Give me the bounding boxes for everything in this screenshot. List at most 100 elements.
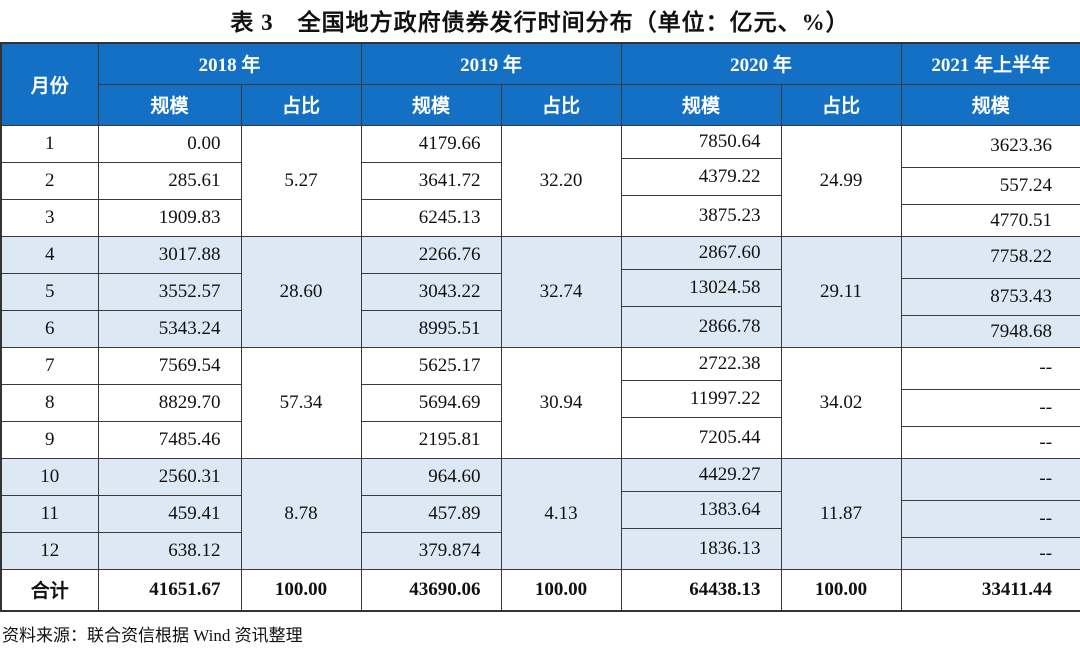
- table-title: 表 3 全国地方政府债券发行时间分布（单位：亿元、%）: [230, 10, 850, 35]
- total-share-2019: 100.00: [500, 568, 622, 612]
- table-header: 月份 2018 年 2019 年 2020 年 2021 年上半年 规模 占比 …: [0, 42, 1080, 126]
- table-row: 12 638.12 379.874: [0, 531, 1080, 570]
- scale-2021-cell: --: [1039, 396, 1053, 418]
- cell-divider: [622, 268, 781, 270]
- scale-2018-cell: 285.61: [97, 161, 242, 200]
- table-row: 10 2560.31 8.78 964.60 4.13 4429.27 1383…: [0, 457, 1080, 570]
- share-2019-cell: 4.13: [500, 457, 622, 570]
- share-2019-cell: 32.20: [500, 124, 622, 237]
- scale-2021-cell: --: [1039, 468, 1053, 489]
- total-share-2018: 100.00: [240, 568, 362, 612]
- scale-2021-stack: -- -- --: [900, 457, 1080, 570]
- scale-2018-cell: 0.00: [97, 124, 242, 163]
- total-scale-2021: 33411.44: [900, 568, 1080, 612]
- scale-2018-cell: 2560.31: [97, 457, 242, 496]
- scale-2018-cell: 5343.24: [97, 309, 242, 348]
- header-share-2018: 占比: [240, 83, 362, 126]
- scale-2019-cell: 457.89: [360, 494, 502, 533]
- cell-divider: [622, 194, 781, 196]
- month-cell: 10: [0, 457, 99, 496]
- table-row: 3 1909.83 6245.13: [0, 198, 1080, 237]
- month-cell: 9: [0, 420, 99, 459]
- scale-2021-cell: --: [1039, 507, 1053, 529]
- source-note: 资料来源：联合资信根据 Wind 资讯整理: [2, 626, 303, 645]
- cell-divider: [902, 166, 1080, 168]
- cell-divider: [902, 277, 1080, 279]
- scale-2021-cell: 7758.22: [990, 246, 1053, 267]
- cell-divider: [902, 388, 1080, 390]
- scale-2021-stack: 3623.36 557.24 4770.51: [900, 124, 1080, 237]
- total-scale-2019: 43690.06: [360, 568, 502, 612]
- header-scale-2020: 规模: [620, 83, 782, 126]
- month-cell: 12: [0, 531, 99, 570]
- header-share-2020: 占比: [780, 83, 902, 126]
- total-scale-2020: 64438.13: [620, 568, 782, 612]
- month-cell: 7: [0, 346, 99, 385]
- share-2020-cell: 34.02: [780, 346, 902, 459]
- scale-2021-cell: --: [1039, 542, 1053, 564]
- scale-2020-cell: 2722.38: [698, 352, 761, 374]
- header-scale-2018: 规模: [97, 83, 242, 126]
- scale-2020-cell: 4379.22: [698, 165, 761, 187]
- scale-2020-stack: 2722.38 11997.22 7205.44: [620, 346, 782, 459]
- header-share-2019: 占比: [500, 83, 622, 126]
- header-year-2021: 2021 年上半年: [900, 42, 1080, 85]
- scale-2021-cell: --: [1039, 357, 1053, 378]
- scale-2020-cell: 3875.23: [698, 205, 761, 226]
- cell-divider: [902, 536, 1080, 538]
- cell-divider: [902, 203, 1080, 205]
- cell-divider: [902, 425, 1080, 427]
- scale-2021-cell: 3623.36: [990, 135, 1053, 156]
- scale-2020-cell: 7205.44: [698, 427, 761, 448]
- month-cell: 4: [0, 235, 99, 274]
- month-cell: 6: [0, 309, 99, 348]
- scale-2019-cell: 4179.66: [360, 124, 502, 163]
- scale-2018-cell: 3017.88: [97, 235, 242, 274]
- scale-2020-cell: 4429.27: [698, 463, 761, 485]
- header-year-2018: 2018 年: [97, 42, 362, 85]
- share-2020-cell: 29.11: [780, 235, 902, 348]
- month-cell: 2: [0, 161, 99, 200]
- scale-2020-stack: 4429.27 1383.64 1836.13: [620, 457, 782, 570]
- share-2018-cell: 5.27: [240, 124, 362, 237]
- scale-2019-cell: 8995.51: [360, 309, 502, 348]
- share-2019-cell: 30.94: [500, 346, 622, 459]
- scale-2019-cell: 379.874: [360, 531, 502, 570]
- total-scale-2018: 41651.67: [97, 568, 242, 612]
- month-cell: 8: [0, 383, 99, 422]
- scale-2021-cell: --: [1039, 431, 1053, 453]
- scale-2018-cell: 3552.57: [97, 272, 242, 311]
- header-year-2020: 2020 年: [620, 42, 902, 85]
- scale-2020-cell: 2866.78: [698, 316, 761, 337]
- table-row: 4 3017.88 28.60 2266.76 32.74 2867.60 13…: [0, 235, 1080, 348]
- cell-divider: [902, 499, 1080, 501]
- scale-2019-cell: 3641.72: [360, 161, 502, 200]
- share-2019-cell: 32.74: [500, 235, 622, 348]
- cell-divider: [902, 314, 1080, 316]
- scale-2018-cell: 1909.83: [97, 198, 242, 237]
- scale-2020-cell: 7850.64: [698, 130, 761, 152]
- scale-2019-cell: 3043.22: [360, 272, 502, 311]
- share-2018-cell: 57.34: [240, 346, 362, 459]
- scale-2020-cell: 1836.13: [698, 538, 761, 559]
- scale-2020-cell: 13024.58: [689, 276, 761, 298]
- month-cell: 5: [0, 272, 99, 311]
- month-cell: 11: [0, 494, 99, 533]
- scale-2019-cell: 6245.13: [360, 198, 502, 237]
- scale-2020-cell: 11997.22: [689, 387, 761, 409]
- month-cell: 1: [0, 124, 99, 163]
- bond-issuance-table: 月份 2018 年 2019 年 2020 年 2021 年上半年 规模 占比 …: [0, 42, 1080, 612]
- cell-divider: [622, 305, 781, 307]
- scale-2019-cell: 2266.76: [360, 235, 502, 274]
- scale-2018-cell: 8829.70: [97, 383, 242, 422]
- scale-2021-cell: 4770.51: [990, 209, 1053, 231]
- table-row: 6 5343.24 8995.51: [0, 309, 1080, 348]
- scale-2020-stack: 2867.60 13024.58 2866.78: [620, 235, 782, 348]
- table-row: 2 285.61 3641.72: [0, 161, 1080, 200]
- scale-2021-cell: 8753.43: [990, 285, 1053, 307]
- cell-divider: [622, 527, 781, 529]
- scale-2021-stack: -- -- --: [900, 346, 1080, 459]
- share-2020-cell: 11.87: [780, 457, 902, 570]
- total-label: 合计: [0, 568, 99, 612]
- scale-2020-cell: 1383.64: [698, 498, 761, 520]
